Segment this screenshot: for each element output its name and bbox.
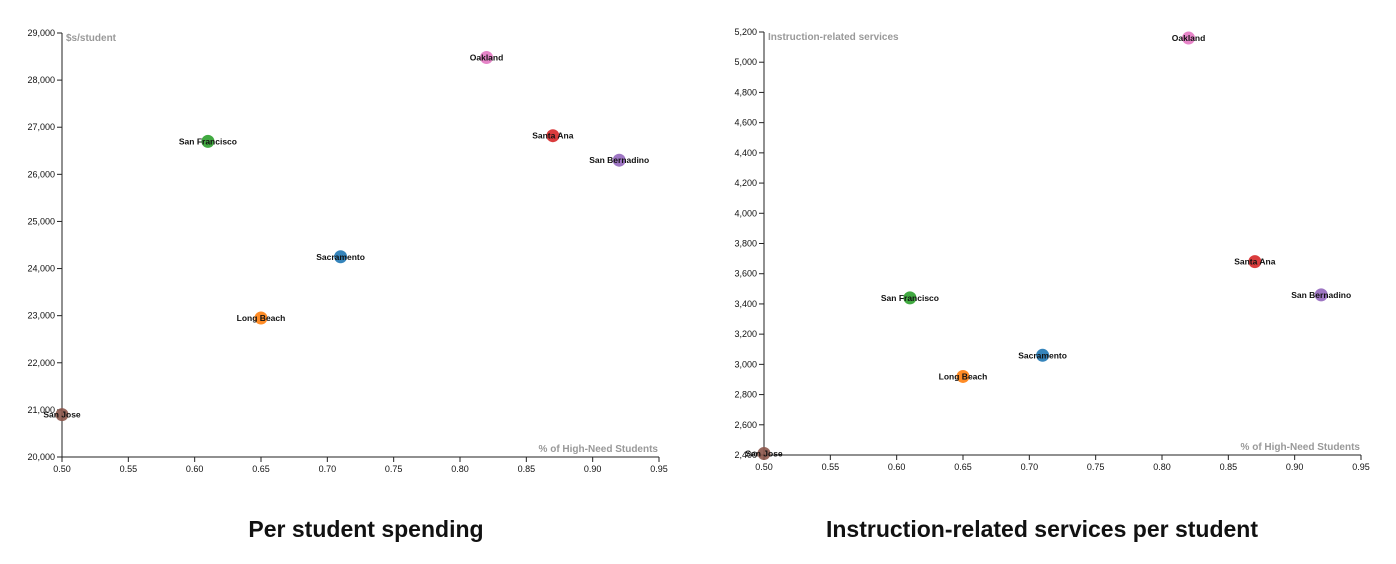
y-tick-label: 29,000 xyxy=(27,28,55,38)
point-label-san-jose: San Jose xyxy=(43,410,81,420)
point-san-francisco xyxy=(201,134,215,148)
point-label-santa-ana: Santa Ana xyxy=(532,131,574,141)
instruction-services-chart: 0.50 0.55 0.60 0.65 0.70 0.75 0.80 0.85 0.90 0.95… xyxy=(734,27,1369,472)
y-tick-label: 25,000 xyxy=(27,216,55,226)
x-tick-label: 0.90 xyxy=(584,464,602,474)
point-label-san-francisco: San Francisco xyxy=(179,136,237,146)
y-tick-label: 20,000 xyxy=(27,452,55,462)
x-tick-label: 0.50 xyxy=(755,462,773,472)
point-sacramento xyxy=(334,250,348,264)
left-chart-caption: Per student spending xyxy=(248,516,484,542)
y-tick-label: 23,000 xyxy=(27,311,55,321)
x-tick-label: 0.60 xyxy=(186,464,204,474)
y-tick-label: 2,600 xyxy=(734,420,757,430)
x-tick-label: 0.95 xyxy=(1352,462,1370,472)
y-tick-label: 4,000 xyxy=(734,208,757,218)
x-tick-label: 0.65 xyxy=(954,462,972,472)
point-label-oakland: Oakland xyxy=(470,52,504,62)
x-tick-label: 0.95 xyxy=(650,464,668,474)
x-tick-label: 0.60 xyxy=(888,462,906,472)
y-tick-label: 24,000 xyxy=(27,264,55,274)
point-sacramento xyxy=(1036,348,1050,362)
x-tick-label: 0.75 xyxy=(1087,462,1105,472)
point-oakland xyxy=(480,50,494,64)
y-tick-label: 28,000 xyxy=(27,75,55,85)
y-axis-title: Instruction-related services xyxy=(768,32,899,43)
point-label-san-francisco: San Francisco xyxy=(881,293,939,303)
x-tick-label: 0.90 xyxy=(1286,462,1304,472)
x-tick-label: 0.85 xyxy=(1220,462,1238,472)
x-tick-label: 0.65 xyxy=(252,464,270,474)
x-tick-label: 0.55 xyxy=(120,464,138,474)
point-santa-ana xyxy=(546,129,560,143)
y-tick-label: 4,600 xyxy=(734,118,757,128)
point-oakland xyxy=(1182,31,1196,45)
x-tick-label: 0.70 xyxy=(1021,462,1039,472)
y-tick-label: 4,200 xyxy=(734,178,757,188)
x-tick-label: 0.80 xyxy=(451,464,469,474)
y-tick-label: 3,800 xyxy=(734,239,757,249)
y-axis-title: $s/student xyxy=(66,33,117,44)
y-tick-label: 26,000 xyxy=(27,169,55,179)
point-long-beach xyxy=(254,311,268,325)
y-tick-label: 5,000 xyxy=(734,57,757,67)
y-tick-label: 4,400 xyxy=(734,148,757,158)
point-san-jose xyxy=(55,408,69,422)
x-tick-label: 0.55 xyxy=(822,462,840,472)
y-tick-label: 5,200 xyxy=(734,27,757,37)
per-student-spending-chart: 0.50 0.55 0.60 0.65 0.70 0.75 0.80 0.85 0.90 0.95… xyxy=(27,28,667,474)
y-tick-label: 2,800 xyxy=(734,390,757,400)
y-tick-label: 3,000 xyxy=(734,359,757,369)
x-tick-label: 0.80 xyxy=(1153,462,1171,472)
x-axis-title: % of High-Need Students xyxy=(539,444,659,455)
point-san-bernadino xyxy=(612,153,626,167)
point-label-long-beach: Long Beach xyxy=(939,371,988,381)
point-san-bernadino xyxy=(1314,288,1328,302)
y-tick-label: 4,800 xyxy=(734,87,757,97)
y-tick-label: 27,000 xyxy=(27,122,55,132)
x-tick-label: 0.70 xyxy=(319,464,337,474)
y-tick-label: 3,200 xyxy=(734,329,757,339)
point-label-san-bernadino: San Bernadino xyxy=(589,155,649,165)
point-label-sacramento: Sacramento xyxy=(316,252,365,262)
point-san-francisco xyxy=(903,291,917,305)
point-long-beach xyxy=(956,369,970,383)
point-label-long-beach: Long Beach xyxy=(237,313,286,323)
x-tick-label: 0.85 xyxy=(518,464,536,474)
point-label-oakland: Oakland xyxy=(1172,33,1206,43)
right-chart-caption: Instruction-related services per student xyxy=(825,516,1258,542)
point-label-san-jose: San Jose xyxy=(745,448,783,458)
y-tick-label: 2,400 xyxy=(734,450,757,460)
y-tick-label: 21,000 xyxy=(27,405,55,415)
y-tick-label: 3,400 xyxy=(734,299,757,309)
x-axis-title: % of High-Need Students xyxy=(1241,442,1361,453)
point-label-san-bernadino: San Bernadino xyxy=(1291,290,1351,300)
x-tick-label: 0.75 xyxy=(385,464,403,474)
y-tick-label: 3,600 xyxy=(734,269,757,279)
point-label-santa-ana: Santa Ana xyxy=(1234,257,1276,267)
y-tick-label: 22,000 xyxy=(27,358,55,368)
point-santa-ana xyxy=(1248,255,1262,269)
point-san-jose xyxy=(757,446,771,460)
point-label-sacramento: Sacramento xyxy=(1018,350,1067,360)
x-tick-label: 0.50 xyxy=(53,464,71,474)
